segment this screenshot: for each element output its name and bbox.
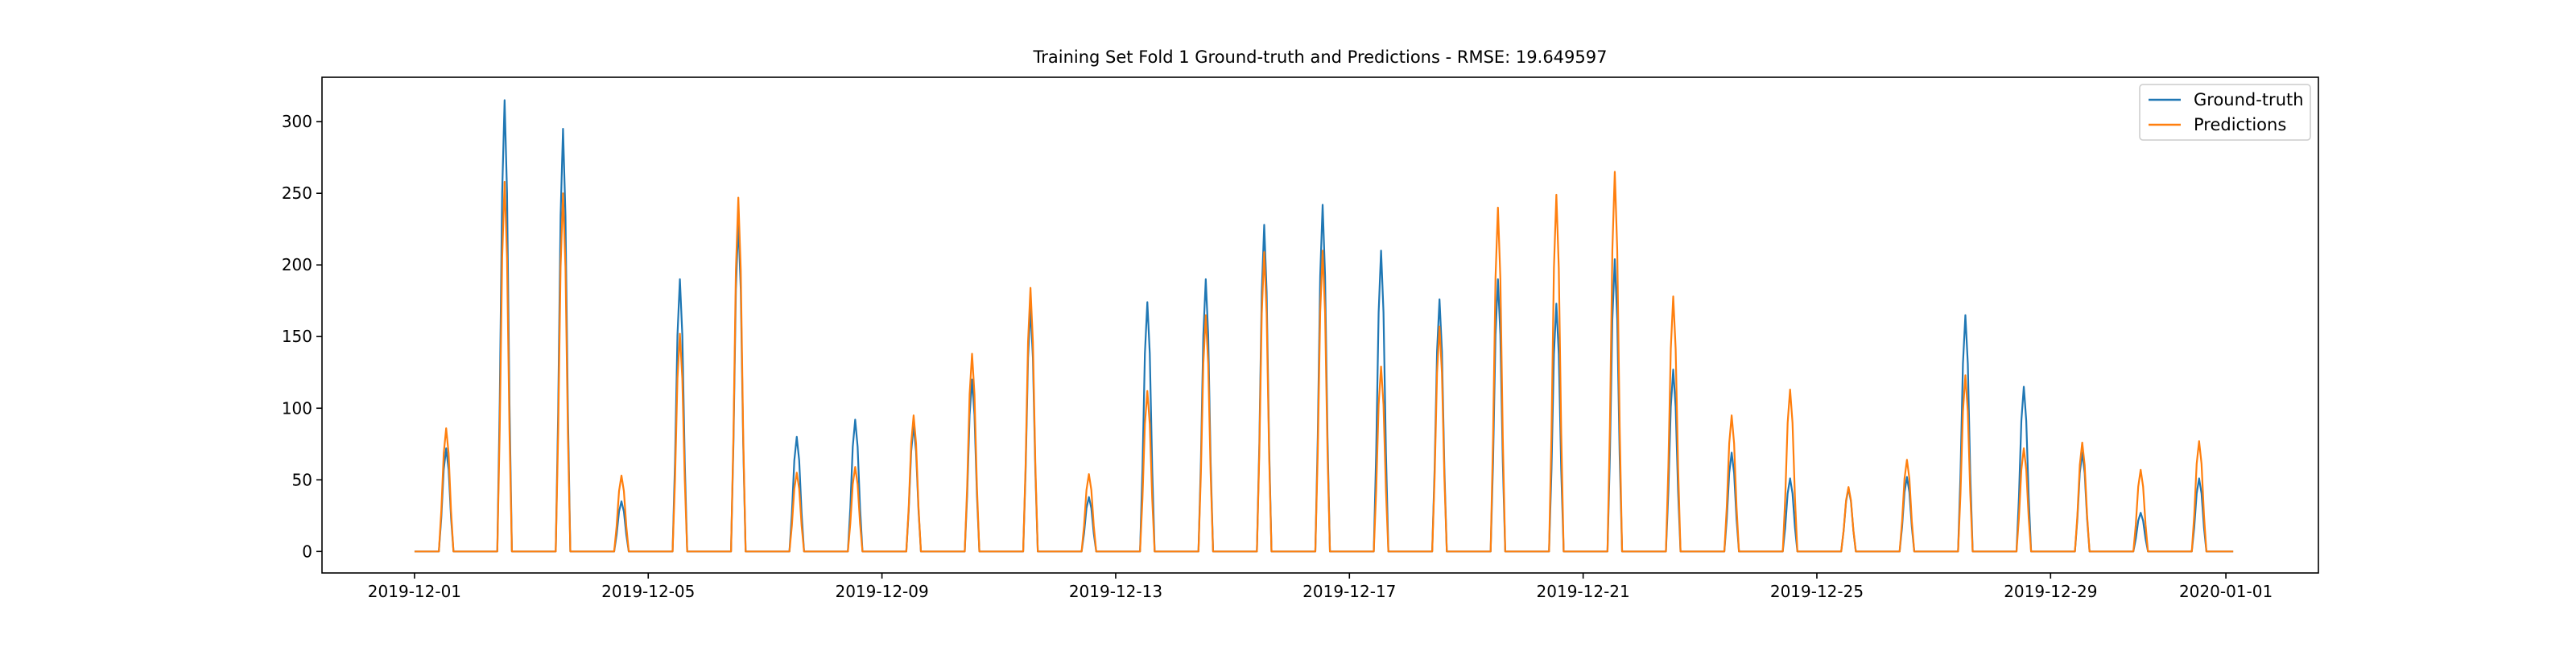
legend: Ground-truth Predictions [2139, 84, 2311, 141]
legend-label-ground-truth: Ground-truth [2194, 90, 2304, 109]
x-tick-label: 2019-12-09 [835, 582, 928, 601]
x-tick-label: 2019-12-01 [368, 582, 461, 601]
y-tick-label: 150 [282, 327, 312, 346]
plot-frame [321, 76, 2319, 574]
x-tick-label: 2019-12-29 [2004, 582, 2097, 601]
x-axis: 2019-12-01 2019-12-05 2019-12-09 2019-12-13… [368, 573, 2273, 601]
y-tick-label: 0 [302, 542, 312, 561]
x-tick-label: 2019-12-21 [1537, 582, 1630, 601]
y-tick-label: 100 [282, 398, 312, 418]
x-tick-label: 2019-12-25 [1770, 582, 1864, 601]
y-tick-label: 200 [282, 255, 312, 274]
legend-label-predictions: Predictions [2194, 115, 2286, 134]
series-line-predictions [414, 171, 2234, 553]
legend-box [2139, 84, 2311, 141]
series-layer [414, 99, 2234, 553]
y-tick-label: 50 [292, 470, 312, 489]
y-tick-label: 250 [282, 183, 312, 203]
y-tick-label: 300 [282, 112, 312, 131]
x-tick-label: 2019-12-05 [601, 582, 695, 601]
x-tick-label: 2019-12-13 [1069, 582, 1162, 601]
x-tick-label: 2019-12-17 [1302, 582, 1396, 601]
x-tick-label: 2020-01-01 [2179, 582, 2273, 601]
y-axis: 0 50 100 150 200 250 300 [282, 112, 322, 561]
chart-title: Training Set Fold 1 Ground-truth and Pre… [1033, 47, 1608, 67]
